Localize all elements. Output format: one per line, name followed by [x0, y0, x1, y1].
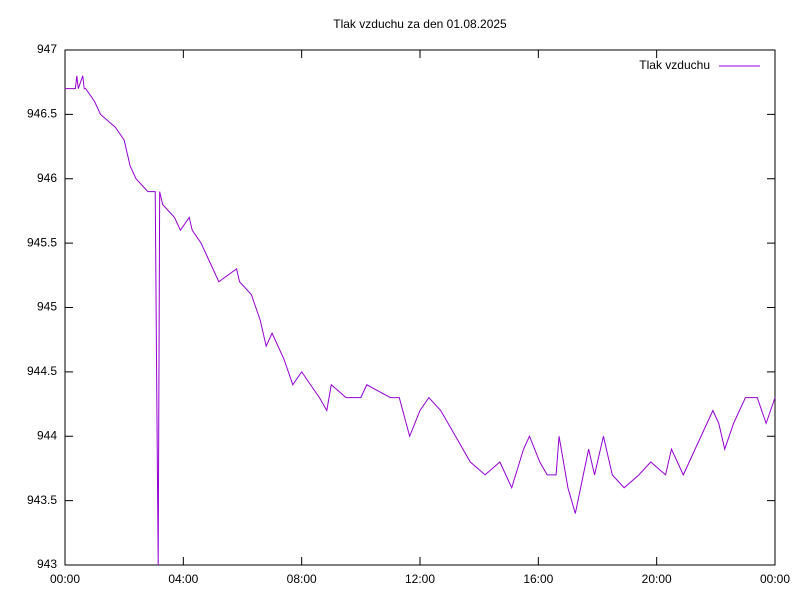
data-line — [65, 75, 776, 566]
x-tick-label: 16:00 — [523, 572, 553, 586]
y-tick-label: 944.5 — [27, 364, 57, 378]
x-tick-label: 00:00 — [760, 572, 790, 586]
x-tick-label: 00:00 — [50, 572, 80, 586]
x-tick-label: 20:00 — [642, 572, 672, 586]
y-tick-label: 947 — [37, 42, 57, 56]
x-tick-label: 12:00 — [405, 572, 435, 586]
x-tick-label: 04:00 — [168, 572, 198, 586]
y-tick-label: 946 — [37, 171, 57, 185]
plot-border — [64, 49, 776, 566]
y-tick-label: 945 — [37, 300, 57, 314]
legend-label: Tlak vzduchu — [639, 58, 710, 72]
y-tick-label: 943.5 — [27, 493, 57, 507]
y-tick-label: 945.5 — [27, 235, 57, 249]
y-tick-label: 946.5 — [27, 107, 57, 121]
y-tick-label: 944 — [37, 428, 57, 442]
x-tick-label: 08:00 — [287, 572, 317, 586]
chart-title: Tlak vzduchu za den 01.08.2025 — [333, 17, 507, 31]
y-tick-label: 943 — [37, 557, 57, 571]
